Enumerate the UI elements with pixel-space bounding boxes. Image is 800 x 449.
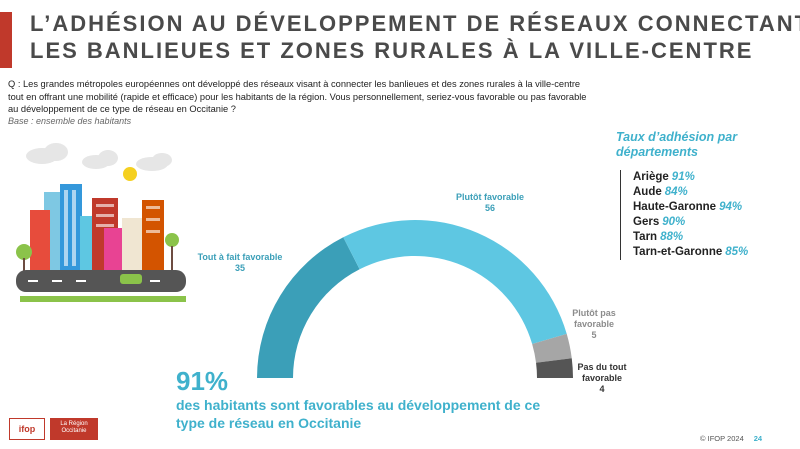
- department-row: Gers 90%: [633, 216, 686, 228]
- city-illustration: [16, 143, 186, 302]
- department-row: Aude 84%: [633, 186, 688, 198]
- question-text: Q : Les grandes métropoles européennes o…: [8, 78, 608, 116]
- segment-label-1: Tout à fait favorable 35: [198, 252, 283, 273]
- department-row: Tarn 88%: [633, 231, 684, 243]
- kpi-value: 91%: [176, 366, 229, 396]
- departments-list: Ariège 91% Aude 84% Haute-Garonne 94% Gers 9…: [620, 170, 748, 260]
- kpi-text: des habitants sont favorables au dévelop…: [176, 397, 541, 431]
- donut-segment-2: [343, 220, 567, 344]
- title-accent-bar: [0, 12, 12, 68]
- segment-label-4: Pas du tout favorable 4: [578, 362, 627, 394]
- copyright: © IFOP 2024: [700, 434, 744, 443]
- department-row: Haute-Garonne 94%: [633, 201, 743, 213]
- title-line-2: LES BANLIEUES ET ZONES RURALES À LA VILL…: [30, 38, 754, 63]
- ifop-logo: ifop: [9, 418, 45, 440]
- donut-segment-3: [532, 333, 572, 363]
- department-row: Tarn-et-Garonne 85%: [633, 246, 749, 258]
- question-line-1: Q : Les grandes métropoles européennes o…: [8, 79, 581, 89]
- occitanie-logo: La Région Occitanie: [50, 418, 98, 440]
- departments-title: Taux d’adhésion par départements: [616, 130, 738, 159]
- page-number: 24: [753, 434, 763, 443]
- footer: © IFOP 2024 24: [700, 434, 762, 443]
- department-row: Ariège 91%: [633, 171, 695, 183]
- title-line-1: L’ADHÉSION AU DÉVELOPPEMENT DE RÉSEAUX C…: [30, 11, 800, 36]
- donut-segment-4: [536, 358, 573, 378]
- donut-segment-1: [257, 237, 360, 378]
- page-title: L’ADHÉSION AU DÉVELOPPEMENT DE RÉSEAUX C…: [30, 10, 800, 64]
- segment-label-2: Plutôt favorable 56: [456, 192, 524, 213]
- question-line-2: tout en offrant une mobilité (rapide et …: [8, 91, 587, 102]
- base-note: Base : ensemble des habitants: [8, 116, 132, 126]
- question-line-3: au développement de ce type de réseau en…: [8, 104, 236, 114]
- segment-label-3: Plutôt pas favorable 5: [572, 308, 616, 340]
